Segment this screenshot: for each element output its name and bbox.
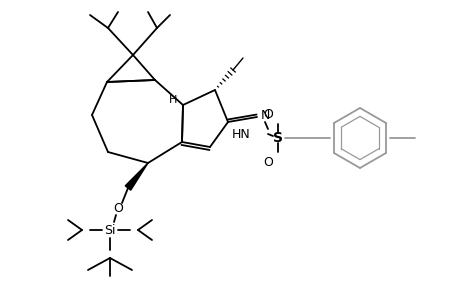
Text: O: O (263, 155, 272, 169)
Text: O: O (263, 107, 272, 121)
Text: Si: Si (104, 224, 116, 236)
Text: O: O (113, 202, 123, 214)
Text: H: H (168, 95, 177, 105)
Text: N: N (260, 109, 269, 122)
Polygon shape (125, 163, 148, 190)
Text: HN: HN (232, 128, 251, 140)
Text: S: S (272, 131, 282, 145)
